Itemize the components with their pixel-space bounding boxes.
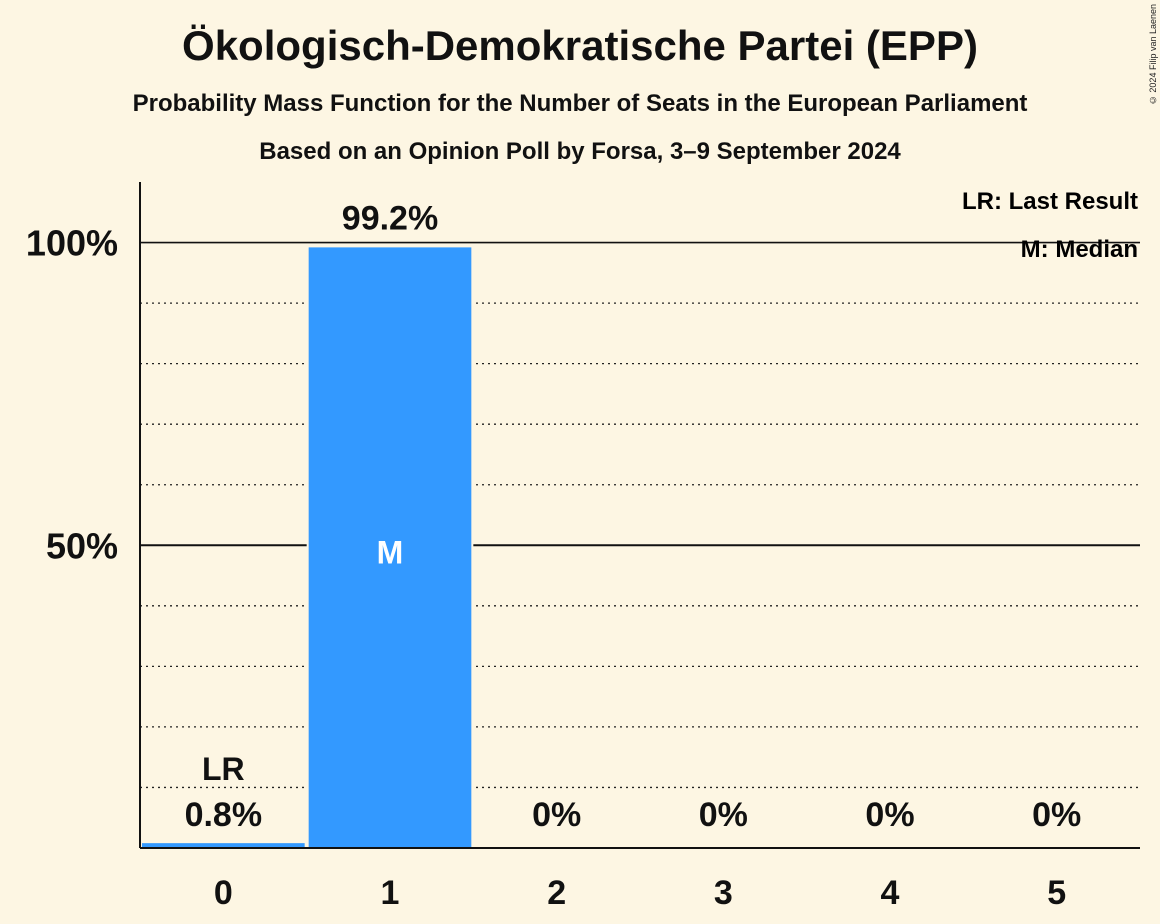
last-result-marker: LR [202, 751, 245, 787]
x-tick-label: 0 [214, 874, 233, 912]
bar-value-label: 0% [532, 796, 581, 834]
x-tick-label: 4 [881, 874, 900, 912]
bar-value-label: 99.2% [342, 199, 438, 237]
y-tick-label: 100% [26, 223, 118, 264]
bar-value-label: 0% [865, 796, 914, 834]
legend-last-result: LR: Last Result [962, 188, 1138, 215]
bar-labels: 0.8% 0 LR 99.2% 1 M 0% 2 0% 3 0% 4 0% 5 [185, 199, 1082, 912]
bar-value-label: 0.8% [185, 796, 263, 834]
median-marker: M [377, 534, 404, 570]
y-tick-label: 50% [46, 525, 118, 566]
bar [142, 843, 305, 848]
grid-lines: 50% 100% [26, 223, 1140, 789]
bars [140, 247, 474, 848]
bar-value-label: 0% [1032, 796, 1081, 834]
legend: LR: Last Result M: Median [962, 188, 1138, 263]
bar [308, 247, 472, 848]
legend-median: M: Median [1021, 236, 1138, 263]
chart-title: Ökologisch-Demokratische Partei (EPP) [182, 22, 978, 69]
axes [139, 182, 1140, 849]
chart-subtitle: Probability Mass Function for the Number… [132, 90, 1028, 117]
x-tick-label: 5 [1047, 874, 1066, 912]
x-tick-label: 3 [714, 874, 733, 912]
bar-value-label: 0% [699, 796, 748, 834]
chart-source: Based on an Opinion Poll by Forsa, 3–9 S… [259, 138, 901, 165]
x-tick-label: 2 [547, 874, 566, 912]
x-tick-label: 1 [381, 874, 400, 912]
